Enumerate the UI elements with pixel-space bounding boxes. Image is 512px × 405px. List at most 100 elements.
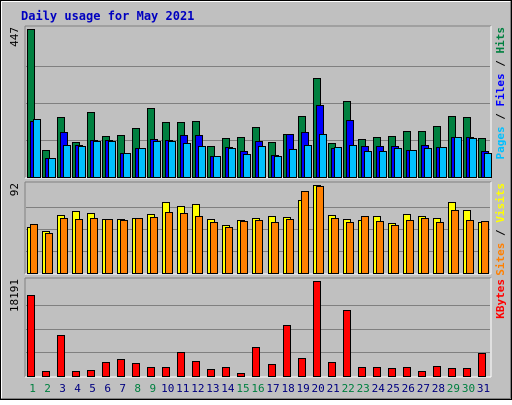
day-label-26: 26 (402, 382, 415, 395)
bar-pages-day-3 (63, 145, 71, 178)
bar-sites-day-29 (451, 210, 459, 274)
bar-pages-day-26 (409, 150, 417, 178)
bar-pages-day-14 (228, 148, 236, 178)
day-label-6: 6 (104, 382, 111, 395)
bar-pages-day-8 (138, 148, 146, 178)
bar-kbytes-day-9 (147, 367, 155, 377)
bar-kbytes-day-13 (207, 369, 215, 377)
bar-sites-day-3 (60, 218, 68, 274)
bar-kbytes-day-24 (373, 367, 381, 377)
bar-kbytes-day-20 (313, 281, 321, 377)
day-label-3: 3 (59, 382, 66, 395)
series-legend-label: Sites / Visits (494, 183, 507, 276)
day-label-21: 21 (327, 382, 340, 395)
panel-kbytes: 18191 KBytes (8, 277, 507, 378)
day-label-7: 7 (119, 382, 126, 395)
bar-sites-day-22 (346, 222, 354, 274)
bar-sites-day-18 (286, 219, 294, 274)
bar-sites-day-7 (120, 220, 128, 274)
bar-kbytes-day-25 (388, 368, 396, 377)
bar-kbytes-day-31 (478, 353, 486, 377)
bar-pages-day-31 (484, 153, 492, 178)
legend-part: / (494, 54, 507, 74)
day-label-23: 23 (357, 382, 370, 395)
bar-pages-day-5 (93, 141, 101, 178)
legend-part: / (494, 223, 507, 243)
bar-sites-day-6 (105, 219, 113, 274)
bar-sites-day-28 (436, 222, 444, 274)
day-label-2: 2 (44, 382, 51, 395)
bar-kbytes-day-30 (463, 368, 471, 377)
day-label-20: 20 (311, 382, 324, 395)
bar-kbytes-day-6 (102, 362, 110, 377)
bar-kbytes-day-17 (268, 364, 276, 377)
bar-sites-day-8 (135, 218, 143, 274)
bars-visits_sites (27, 185, 489, 274)
legend-part: Pages (494, 126, 507, 159)
day-label-13: 13 (206, 382, 219, 395)
bar-pages-day-7 (123, 153, 131, 178)
series-legend-label: Pages / Files / Hits (494, 27, 507, 160)
bar-pages-day-11 (183, 143, 191, 178)
legend-part: Visits (494, 183, 507, 223)
bar-kbytes-day-14 (222, 367, 230, 377)
bar-sites-day-13 (210, 222, 218, 274)
day-label-14: 14 (221, 382, 235, 395)
bar-sites-day-21 (331, 218, 339, 274)
bar-kbytes-day-28 (433, 366, 441, 377)
bar-kbytes-day-26 (403, 367, 411, 377)
legend-part: Sites (494, 243, 507, 276)
day-label-25: 25 (387, 382, 400, 395)
series-legend-label: KBytes (494, 279, 507, 319)
day-label-28: 28 (432, 382, 445, 395)
bar-pages-day-12 (198, 146, 206, 178)
bar-pages-day-10 (168, 141, 176, 178)
bar-sites-day-23 (361, 216, 369, 274)
bar-pages-day-17 (274, 156, 282, 178)
day-label-12: 12 (191, 382, 204, 395)
bar-pages-day-22 (349, 145, 357, 178)
day-label-10: 10 (161, 382, 174, 395)
bar-kbytes-day-3 (57, 335, 65, 377)
bar-kbytes-day-10 (162, 367, 170, 377)
bar-pages-day-9 (153, 141, 161, 178)
bar-kbytes-day-11 (177, 352, 185, 377)
bar-sites-day-1 (30, 224, 38, 274)
bar-pages-day-16 (258, 146, 266, 178)
legend-part: Files (494, 73, 507, 106)
legend-part: / (494, 107, 507, 127)
bar-kbytes-day-18 (283, 325, 291, 377)
bar-sites-day-10 (165, 212, 173, 274)
bar-kbytes-day-15 (237, 373, 245, 377)
bar-sites-day-20 (316, 186, 324, 274)
bar-kbytes-day-23 (358, 367, 366, 377)
chart-title: Daily usage for May 2021 (21, 9, 194, 23)
bar-kbytes-day-7 (117, 359, 125, 377)
day-label-5: 5 (89, 382, 96, 395)
day-label-24: 24 (372, 382, 386, 395)
bar-pages-day-6 (108, 141, 116, 178)
bar-sites-day-12 (195, 216, 203, 274)
bar-sites-day-16 (255, 220, 263, 274)
bar-pages-day-19 (304, 145, 312, 178)
bar-pages-day-15 (243, 154, 251, 178)
bar-pages-day-4 (78, 146, 86, 178)
bar-pages-day-18 (289, 149, 297, 178)
bar-pages-day-24 (379, 151, 387, 178)
day-label-17: 17 (266, 382, 279, 395)
bars-hits_files_pages (27, 29, 492, 178)
day-label-1: 1 (29, 382, 36, 395)
day-label-19: 19 (296, 382, 309, 395)
bar-pages-day-20 (319, 134, 327, 178)
bar-kbytes-day-8 (132, 363, 140, 377)
bar-kbytes-day-22 (343, 310, 351, 377)
bar-kbytes-day-2 (42, 371, 50, 377)
bar-pages-day-27 (424, 148, 432, 178)
bar-sites-day-4 (75, 219, 83, 274)
bar-kbytes-day-21 (328, 362, 336, 377)
bar-pages-day-25 (394, 148, 402, 178)
bar-sites-day-25 (391, 225, 399, 274)
